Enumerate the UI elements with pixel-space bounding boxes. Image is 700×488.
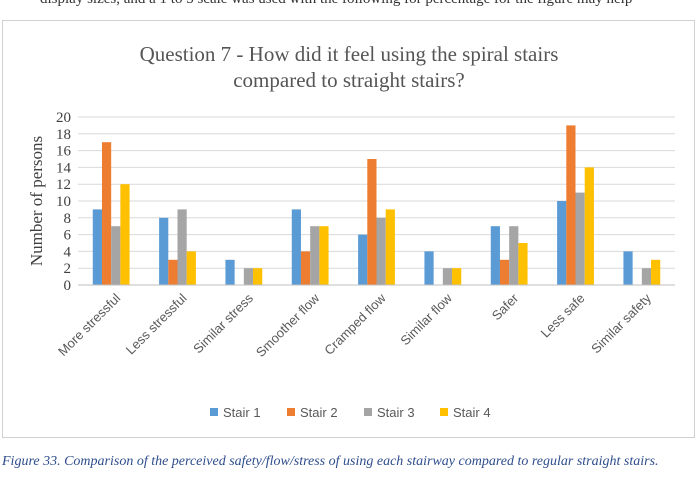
x-tick-label: Similar stress [190,290,256,356]
legend-label: Stair 2 [300,405,338,420]
bar [557,201,567,285]
y-tick-label: 0 [64,278,72,294]
legend-label: Stair 1 [223,405,261,420]
bar [518,243,528,285]
legend-swatch [440,408,448,416]
bars [92,125,661,286]
y-tick-label: 14 [56,160,72,176]
x-tick-label: Similar safety [588,290,654,356]
x-tick-label: Cramped flow [321,290,389,358]
legend-label: Stair 4 [453,405,491,420]
y-tick-label: 4 [64,244,72,260]
y-axis-label: Number of persons [27,136,46,266]
clipped-text-fragment: display sizes, and a 1 to 5 scale was us… [0,0,700,12]
y-tick-label: 2 [64,261,72,277]
legend-swatch [210,408,218,416]
y-tick-label: 12 [56,177,71,193]
bar [490,226,500,285]
bar [499,259,510,285]
bar [111,226,121,285]
x-tick-label: Less safe [538,291,588,341]
bar [101,142,112,285]
y-tick-label: 10 [56,194,71,210]
chart-title-line: compared to straight stairs? [233,68,465,92]
clipped-text: display sizes, and a 1 to 5 scale was us… [40,0,632,8]
bar [92,209,102,285]
chart-title: Question 7 - How did it feel using the s… [140,42,559,92]
y-tick-label: 6 [64,228,72,244]
bar [442,268,453,285]
bar [225,259,235,285]
bar [584,167,594,285]
x-tick-label: Less stressful [123,290,190,357]
bar [641,268,652,285]
bar [243,268,254,285]
x-tick-label: Smoother flow [253,290,323,360]
y-tick-label: 16 [56,144,72,160]
legend-label: Stair 3 [377,405,415,420]
figure-caption: Figure 33. Comparison of the perceived s… [2,454,659,469]
x-tick-label: Similar flow [397,290,455,348]
bar [575,192,585,285]
bar [253,268,263,285]
bar [291,209,301,285]
bar [319,226,329,285]
bar [376,217,386,285]
bar [651,259,661,285]
x-tick-label: Safer [489,290,522,323]
legend: Stair 1 Stair 2 Stair 3 Stair 4 [210,405,491,420]
bar [120,184,130,285]
legend-swatch [364,408,372,416]
y-tick-label: 20 [56,110,71,126]
bar [300,251,311,285]
y-tick-label: 18 [56,127,71,143]
chart-title-line: Question 7 - How did it feel using the s… [140,42,559,66]
y-tick-label: 8 [64,211,72,227]
bar [566,125,576,286]
bar [424,251,434,285]
bar [385,209,395,285]
bar [509,226,519,285]
bar [623,251,633,285]
x-tick-label: More stressful [55,290,123,358]
bar [159,217,169,285]
bar [358,234,368,285]
bar [310,226,320,285]
bar [177,209,187,285]
bar [186,251,196,285]
bar [367,159,377,285]
legend-swatch [287,408,295,416]
bar [452,268,462,285]
bar [168,259,178,285]
